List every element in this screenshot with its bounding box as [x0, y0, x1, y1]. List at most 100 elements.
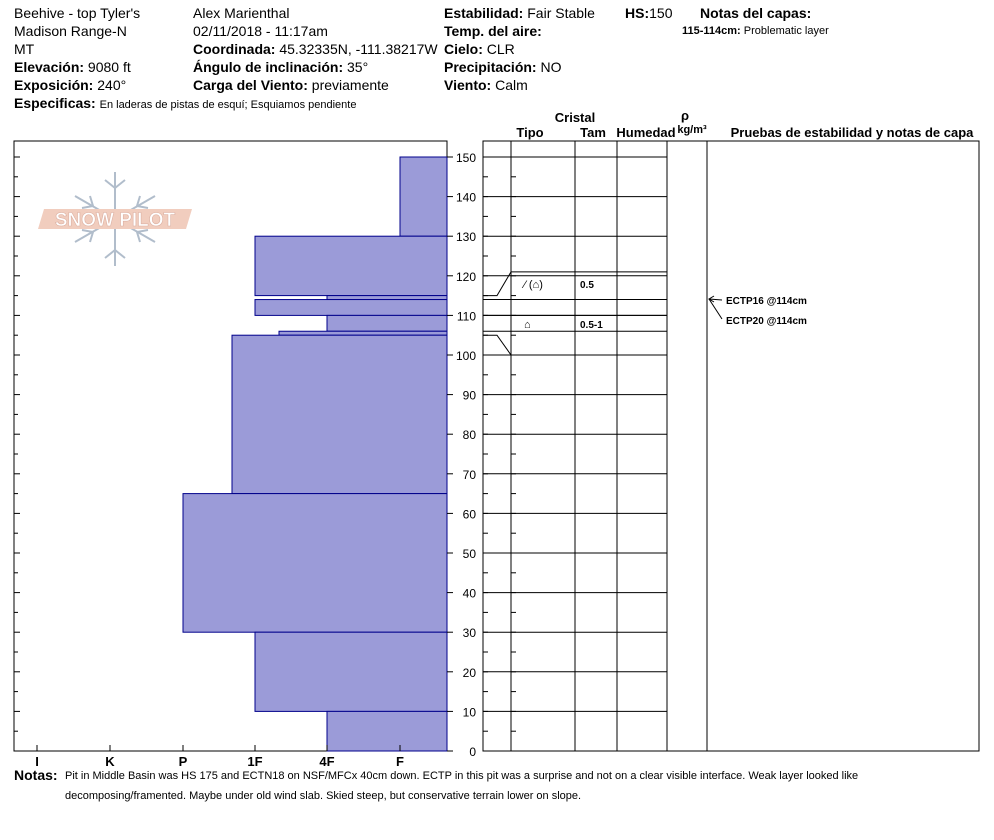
sky-label: Cielo:: [444, 41, 483, 57]
depth-label-100: 100: [456, 349, 476, 363]
col-density-unit: kg/m³: [677, 124, 707, 136]
hardness-bar-1: [399, 156, 448, 237]
hardness-label-F: F: [396, 754, 404, 769]
hardness-bar-5: [326, 314, 448, 332]
slope-row: Ángulo de inclinación: 35°: [193, 58, 368, 76]
hardness-bar-9: [254, 631, 448, 712]
hardness-bar-6: [278, 330, 448, 336]
aspect-label: Exposición:: [14, 77, 94, 93]
hardness-bar-7: [231, 334, 448, 495]
datetime: 02/11/2018 - 11:17am: [193, 23, 328, 39]
layer-note: 115-114cm: Problematic layer: [682, 22, 829, 40]
col-type: Tipo: [516, 125, 543, 140]
notes-line2: decomposing/framented. Maybe under old w…: [65, 790, 582, 802]
layer-notes-label: Notas del capas:: [700, 4, 811, 22]
coord-row: Coordinada: 45.32335N, -111.38217W: [193, 40, 438, 58]
hs-row: HS:150: [625, 4, 672, 22]
hardness-label-K: K: [105, 754, 115, 769]
stability-row: Estabilidad: Fair Stable: [444, 4, 595, 22]
snowpilot-logo: SNOW PILOT: [38, 172, 192, 266]
depth-label-130: 130: [456, 230, 476, 244]
stability-test-2: ECTP20 @114cm: [726, 316, 807, 327]
logo-text: SNOW PILOT: [55, 210, 176, 231]
hardness-label-P: P: [179, 754, 188, 769]
hs-value: 150: [649, 5, 673, 21]
notes-line1: Pit in Middle Basin was HS 175 and ECTN1…: [65, 770, 859, 782]
depth-label-50: 50: [463, 547, 477, 561]
elevation-value: 9080 ft: [87, 59, 131, 75]
hardness-axis: I K P 1F 4F F: [35, 745, 404, 769]
depth-label-0: 0: [469, 745, 476, 759]
depth-label-60: 60: [463, 507, 477, 521]
wind-value: Calm: [495, 77, 528, 93]
layer-size-1: 0.5: [580, 280, 594, 291]
hardness-bar-2: [254, 235, 448, 297]
wind-load-value: previamente: [311, 77, 389, 93]
layer-size-2: 0.5-1: [580, 320, 603, 331]
stability-value: Fair Stable: [527, 5, 595, 21]
notes-label: Notas:: [14, 767, 58, 783]
layer-connector-5: [483, 334, 667, 356]
sky-row: Cielo: CLR: [444, 40, 515, 58]
depth-label-120: 120: [456, 270, 476, 284]
precip-label: Precipitación:: [444, 59, 537, 75]
layer-connector-1: [483, 271, 667, 297]
test-arrows: [708, 295, 723, 320]
stability-label: Estabilidad:: [444, 5, 524, 21]
depth-axis: 0 10 20 30 40 50 60 70 80 90 100 110 120 130 140 150: [447, 151, 476, 759]
location-line3: MT: [14, 41, 35, 57]
coord-value: 45.32335N, -111.38217W: [279, 41, 438, 57]
slope-value: 35°: [347, 59, 369, 75]
depth-label-140: 140: [456, 191, 476, 205]
notes-row: Notas:: [14, 766, 58, 784]
wind-load-row: Carga del Viento: previamente: [193, 76, 389, 94]
wind-load-label: Carga del Viento:: [193, 77, 308, 93]
hardness-label-4F: 4F: [319, 754, 334, 769]
hardness-bar-4: [254, 299, 448, 316]
col-humidity: Humedad: [616, 125, 675, 140]
precip-value: NO: [540, 59, 562, 75]
hardness-bars: [182, 156, 448, 752]
depth-label-150: 150: [456, 151, 476, 165]
depth-label-80: 80: [463, 428, 477, 442]
logo-band: [38, 209, 192, 229]
hs-label: HS:: [625, 5, 650, 21]
hardness-label-1F: 1F: [247, 754, 262, 769]
air-temp-row: Temp. del aire:: [444, 22, 542, 40]
depth-label-30: 30: [463, 626, 477, 640]
depth-label-10: 10: [463, 705, 477, 719]
col-rho: ρ: [681, 108, 689, 123]
location-line2: Madison Range-N: [14, 23, 127, 39]
layer-note-range: 115-114cm:: [682, 25, 741, 37]
depth-label-110: 110: [457, 309, 476, 323]
elevation-label: Elevación:: [14, 59, 85, 75]
slope-label: Ángulo de inclinación:: [193, 59, 344, 75]
stability-test-1: ECTP16 @114cm: [726, 296, 807, 307]
aspect-row: Exposición: 240°: [14, 76, 126, 94]
coord-label: Coordinada:: [193, 41, 276, 57]
precip-row: Precipitación: NO: [444, 58, 561, 76]
hardness-bar-8: [182, 493, 448, 633]
observer: Alex Marienthal: [193, 5, 290, 21]
sky-value: CLR: [486, 41, 515, 57]
elevation-row: Elevación: 9080 ft: [14, 58, 131, 76]
specifics-row: Especificas: En laderas de pistas de esq…: [14, 94, 356, 114]
depth-label-70: 70: [463, 468, 477, 482]
layer-lines: [483, 271, 667, 356]
left-ticks: [14, 156, 20, 752]
hardness-bar-3: [326, 295, 448, 301]
depth-label-40: 40: [463, 587, 477, 601]
layer-note-text: Problematic layer: [743, 25, 829, 37]
hardness-label-I: I: [35, 754, 39, 769]
air-temp-label: Temp. del aire:: [444, 23, 542, 39]
hardness-bar-10: [326, 710, 448, 752]
col-size: Tam: [580, 125, 606, 140]
specifics-value: En laderas de pistas de esquí; Esquiamos…: [99, 99, 357, 111]
layer-notes-title: Notas del capas:: [700, 5, 812, 21]
wind-label: Viento:: [444, 77, 492, 93]
wind-row: Viento: Calm: [444, 76, 528, 94]
depth-label-20: 20: [463, 666, 477, 680]
col-crystal: Cristal: [555, 110, 595, 125]
specifics-label: Especificas:: [14, 95, 96, 111]
